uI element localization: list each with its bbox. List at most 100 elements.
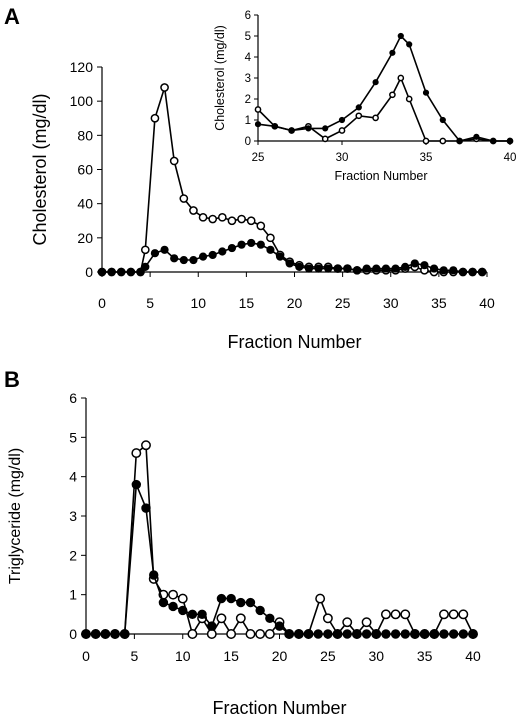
open-circle-marker	[235, 613, 246, 624]
filled-circle-marker	[218, 247, 227, 256]
y-tick-label: 40	[77, 196, 93, 212]
filled-circle-marker	[372, 79, 379, 86]
filled-circle-marker	[352, 629, 362, 639]
x-tick-label: 25	[320, 648, 336, 664]
filled-circle-marker	[338, 116, 346, 124]
y-tick-label: 1	[69, 587, 77, 603]
filled-circle-marker	[158, 597, 169, 608]
inset-y-tick-label: 2	[245, 94, 251, 106]
open-circle-marker	[237, 214, 246, 224]
filled-circle-marker	[391, 264, 400, 273]
inset-x-axis-title: Fraction Number	[334, 169, 427, 183]
x-tick-label: 20	[287, 295, 303, 311]
open-circle-marker	[150, 113, 160, 123]
y-tick-label: 20	[77, 230, 93, 246]
filled-circle-marker	[372, 264, 381, 273]
filled-circle-marker	[305, 125, 312, 132]
filled-circle-marker	[342, 629, 352, 639]
filled-circle-marker	[227, 243, 237, 253]
inset-y-tick-label: 3	[245, 73, 251, 85]
inset-y-axis-title: Cholesterol (mg/dl)	[213, 25, 227, 131]
filled-circle-marker	[97, 267, 107, 277]
filled-circle-marker	[149, 570, 159, 580]
filled-circle-marker	[285, 259, 294, 268]
y-tick-label: 120	[70, 59, 94, 75]
filled-circle-marker	[136, 267, 145, 277]
filled-circle-marker	[245, 597, 256, 608]
x-tick-label: 40	[479, 295, 495, 311]
x-tick-label: 40	[465, 648, 481, 664]
filled-circle-marker	[294, 629, 304, 639]
open-circle-marker	[361, 617, 372, 628]
open-circle-marker	[338, 127, 346, 134]
panel-B: B 0 1 2 3 4 5 6 0 5 10 15 20 25 30 35 40 Fraction Number T…	[4, 367, 481, 716]
filled-circle-marker	[458, 629, 469, 639]
inset-y-tick-label: 6	[245, 10, 251, 22]
open-circle-marker	[439, 609, 449, 620]
open-circle-marker	[217, 212, 227, 222]
open-circle-marker	[206, 629, 217, 639]
filled-circle-marker	[126, 267, 135, 277]
x-tick-label: 35	[431, 295, 447, 311]
open-circle-marker	[169, 156, 179, 166]
filled-circle-marker	[304, 264, 314, 273]
filled-circle-marker	[381, 264, 391, 273]
filled-circle-marker	[400, 629, 410, 639]
open-circle-marker	[266, 233, 275, 243]
filled-circle-marker	[458, 267, 468, 277]
filled-circle-marker	[506, 137, 514, 145]
x-tick-label: 10	[175, 648, 191, 664]
filled-circle-marker	[322, 125, 329, 132]
y-tick-label: 80	[77, 127, 93, 143]
filled-circle-marker	[410, 629, 420, 639]
inset-y-tick-label: 5	[245, 31, 251, 43]
x-tick-label: 0	[98, 295, 106, 311]
filled-circle-marker	[120, 629, 130, 639]
filled-circle-marker	[271, 123, 278, 130]
filled-circle-marker	[255, 605, 265, 616]
filled-circle-marker	[397, 32, 404, 40]
open-circle-marker	[458, 609, 469, 620]
filled-circle-marker	[141, 503, 151, 513]
open-circle-marker	[208, 214, 218, 224]
filled-circle-marker	[324, 264, 333, 273]
filled-circle-marker	[288, 127, 295, 134]
filled-circle-marker	[265, 613, 275, 623]
open-circle-marker	[255, 629, 266, 639]
filled-circle-marker	[81, 629, 91, 639]
open-circle-marker	[355, 112, 363, 120]
open-circle-marker	[168, 589, 179, 600]
filled-circle-marker	[178, 605, 188, 616]
open-circle-marker	[321, 135, 329, 143]
y-tick-label: 0	[85, 264, 93, 280]
x-tick-label: 5	[130, 648, 138, 664]
series-line	[86, 443, 474, 636]
filled-circle-marker	[401, 262, 410, 271]
inset-y-tick-label: 4	[245, 52, 252, 64]
open-circle-marker	[226, 629, 237, 639]
inset-x-tick-label: 40	[504, 152, 517, 164]
open-circle-marker	[179, 194, 189, 203]
filled-circle-marker	[323, 629, 333, 639]
open-circle-marker	[177, 593, 188, 604]
inset-x-tick-label: 25	[252, 152, 265, 164]
x-tick-label: 10	[190, 295, 206, 311]
filled-circle-marker	[90, 629, 101, 639]
open-circle-marker	[198, 212, 208, 222]
filled-circle-marker	[439, 116, 446, 124]
filled-circle-marker	[389, 49, 396, 56]
filled-circle-marker	[266, 245, 275, 254]
open-circle-marker	[131, 448, 142, 459]
panel-label-B: B	[4, 367, 20, 392]
filled-circle-marker	[410, 259, 419, 268]
x-tick-label: 25	[335, 295, 351, 311]
filled-circle-marker	[422, 89, 430, 96]
y-tick-label: 4	[69, 469, 77, 485]
filled-circle-marker	[456, 137, 463, 145]
open-circle-marker	[322, 613, 333, 624]
filled-circle-marker	[254, 121, 262, 128]
open-circle-marker	[216, 613, 227, 624]
y-tick-label: 60	[77, 162, 93, 178]
open-circle-marker	[160, 83, 169, 92]
open-circle-marker	[189, 206, 198, 215]
